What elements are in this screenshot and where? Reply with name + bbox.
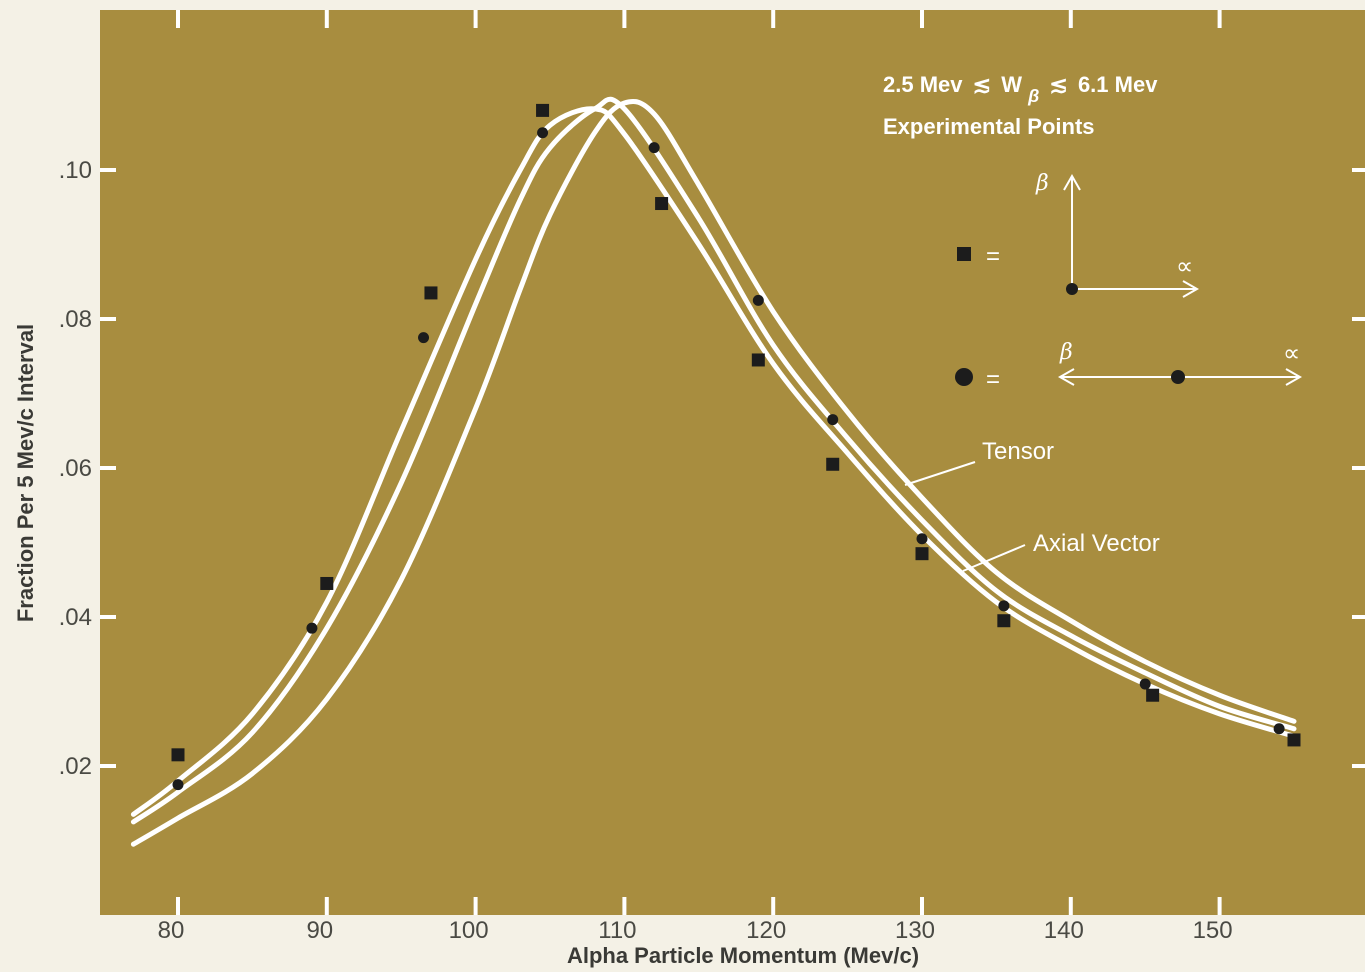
- y-tick-label-4: .10: [59, 157, 92, 184]
- annotation-axial-vector: Axial Vector: [962, 530, 1160, 572]
- perp-alpha-label: ∝: [1176, 253, 1193, 280]
- square-point-10: [1287, 733, 1301, 747]
- tensor-label: Tensor: [982, 438, 1054, 465]
- right-tick-marks: [1352, 168, 1365, 768]
- legend: 2.5 Mev ≲ W β ≲ 6.1 Mev Experimental Poi…: [883, 72, 1303, 393]
- legend-circle-marker: [955, 368, 973, 386]
- y-axis-title: Fraction Per 5 Mev/c Interval: [13, 324, 38, 622]
- x-tick-label-5: 130: [895, 917, 935, 944]
- y-tick-label-2: .06: [59, 455, 92, 482]
- curve-3: [130, 98, 1297, 847]
- annotation-tensor: Tensor: [904, 438, 1054, 486]
- perp-beta-label: β: [1035, 171, 1049, 196]
- curves: [130, 96, 1297, 847]
- square-point-5: [751, 353, 765, 367]
- anti-alpha-label: ∝: [1283, 340, 1300, 367]
- x-axis-title: Alpha Particle Momentum (Mev/c): [567, 943, 919, 968]
- x-tick-label-7: 150: [1193, 917, 1233, 944]
- x-tick-label-6: 140: [1044, 917, 1084, 944]
- circle-point-7: [916, 533, 928, 545]
- x-tick-label-4: 120: [746, 917, 786, 944]
- anti-center-dot: [1171, 370, 1185, 384]
- legend-subtitle: Experimental Points: [883, 114, 1095, 139]
- y-tick-label-1: .04: [59, 604, 92, 631]
- square-point-6: [826, 457, 840, 471]
- y-axis: .02 .04 .06 .08 .10: [59, 157, 116, 780]
- square-point-0: [171, 748, 185, 762]
- perp-beta-arrowhead: [1063, 173, 1081, 191]
- x-tick-label-0: 80: [158, 917, 185, 944]
- circle-point-1: [306, 622, 318, 634]
- axial-leader-line: [962, 544, 1026, 572]
- curve-2: [130, 96, 1297, 825]
- square-point-8: [997, 614, 1011, 628]
- circle-point-10: [1273, 723, 1285, 735]
- x-tick-label-3: 110: [598, 917, 636, 944]
- legend-equals-square: =: [986, 243, 1000, 270]
- y-tick-label-0: .02: [59, 753, 92, 780]
- legend-title: 2.5 Mev ≲ W β ≲ 6.1 Mev: [883, 72, 1158, 107]
- circle-point-4: [648, 142, 660, 154]
- y-tick-label-3: .08: [59, 306, 92, 333]
- circle-point-6: [827, 414, 839, 426]
- legend-equals-circle: =: [986, 366, 1000, 393]
- circle-point-3: [537, 127, 549, 139]
- square-point-1: [320, 576, 334, 590]
- circle-point-9: [1139, 678, 1151, 690]
- square-point-2: [424, 286, 438, 300]
- x-tick-label-1: 90: [306, 917, 333, 944]
- circle-point-5: [752, 294, 764, 306]
- axial-vector-label: Axial Vector: [1033, 530, 1160, 557]
- anti-beta-arrowhead: [1057, 368, 1075, 386]
- x-axis: 80 90 100 110 120 130 140 150: [158, 897, 1233, 944]
- square-point-3: [536, 103, 550, 117]
- x-tick-label-2: 100: [449, 917, 489, 944]
- anti-beta-label: β: [1059, 340, 1073, 365]
- top-tick-marks: [176, 10, 1222, 28]
- circle-point-2: [418, 332, 430, 344]
- perp-origin-dot: [1066, 283, 1078, 295]
- anti-alpha-arrowhead: [1285, 368, 1303, 386]
- circle-point-8: [998, 600, 1010, 612]
- data-points: [171, 103, 1301, 791]
- perp-alpha-arrowhead: [1182, 280, 1200, 298]
- tensor-leader-line: [904, 461, 976, 486]
- square-point-4: [655, 197, 669, 211]
- square-point-9: [1146, 688, 1160, 702]
- square-point-7: [915, 547, 929, 561]
- legend-square-marker: [957, 247, 971, 261]
- plot-area: [100, 10, 1365, 915]
- circle-point-0: [172, 779, 184, 791]
- curve-1: [130, 106, 1297, 817]
